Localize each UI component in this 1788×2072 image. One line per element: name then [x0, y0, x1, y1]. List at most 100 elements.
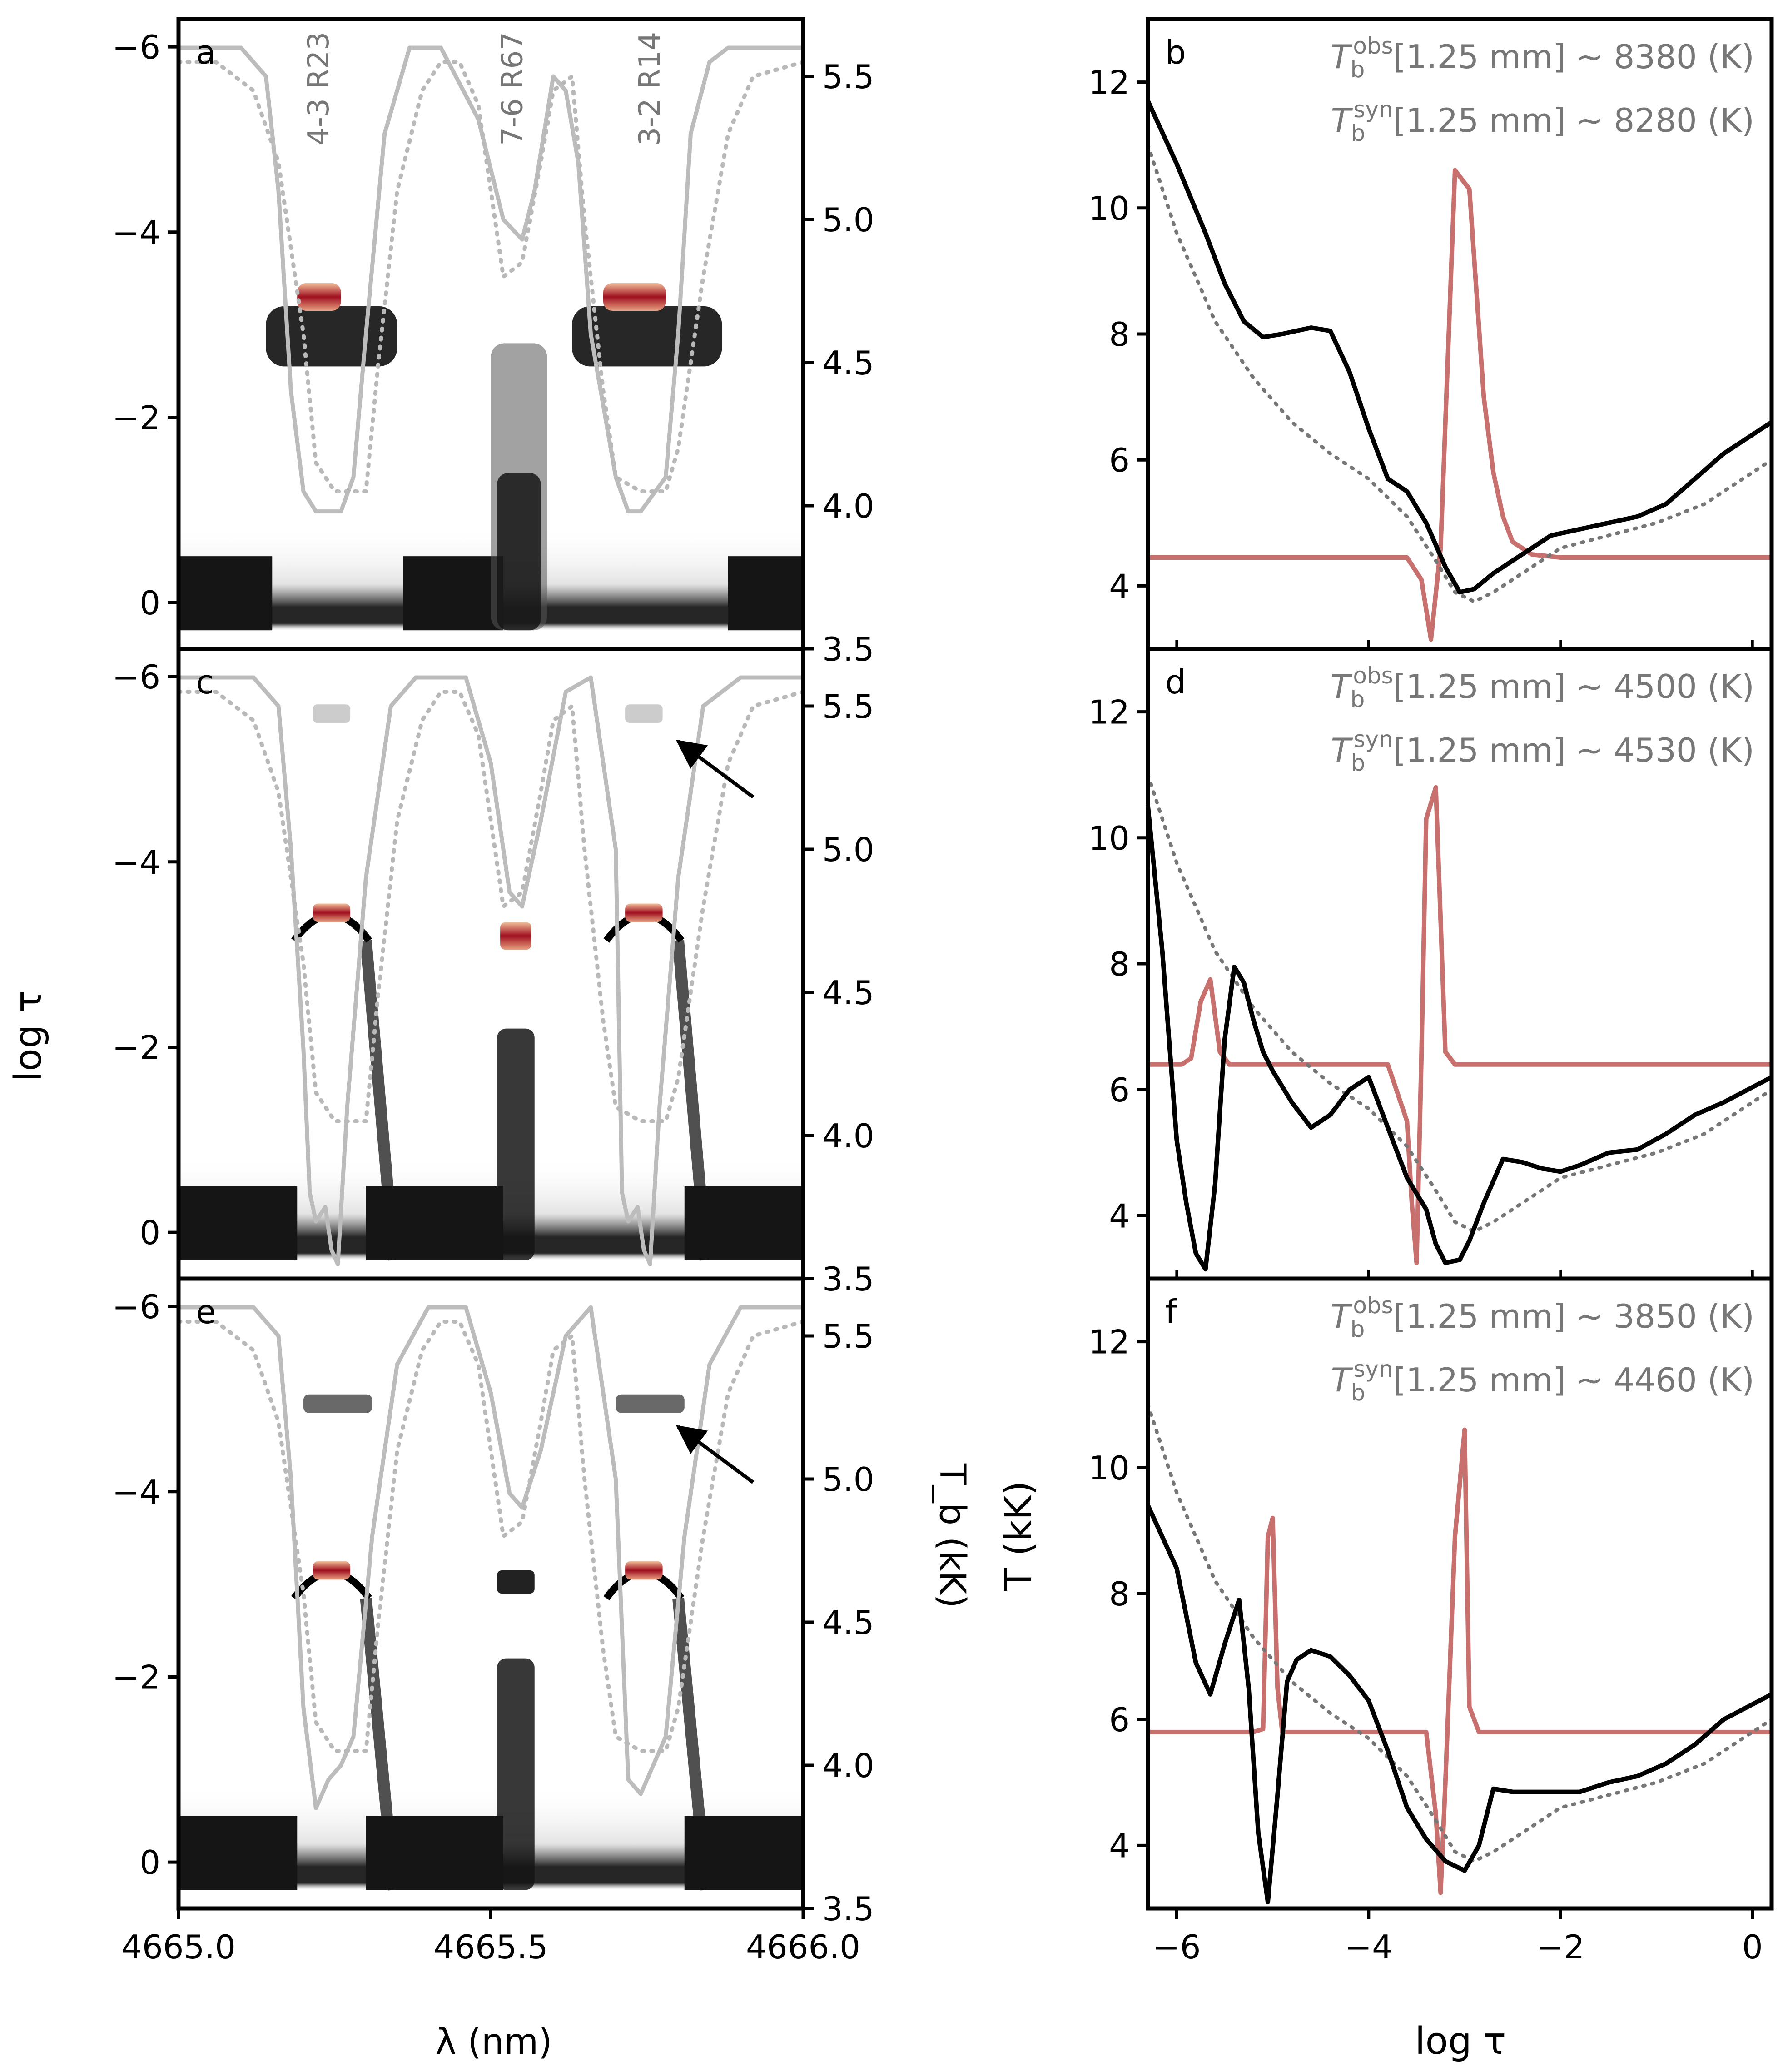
xtick-label: 4665.0	[121, 1928, 236, 1966]
heatmap-core-dark	[497, 1658, 535, 1890]
left-ytick-label: −6	[112, 1288, 160, 1326]
synthetic-spectrum	[179, 675, 803, 1266]
heatmap-core-upper-dark	[497, 1570, 535, 1594]
heatmap-red-spot-0	[313, 1561, 351, 1580]
heatmap-dark-block-0	[179, 1186, 298, 1260]
panel-letter: b	[1165, 33, 1186, 71]
right-ytick-label: 5.0	[822, 831, 874, 869]
ytick-label: 4	[1109, 1827, 1130, 1865]
left-ytick-label: −4	[112, 1473, 160, 1511]
temperature-line	[1146, 806, 1773, 1272]
reference-atmosphere-line	[1146, 143, 1773, 603]
heatmap-upper-dark-1	[616, 1394, 685, 1413]
annotation-arrow	[675, 1425, 755, 1484]
heatmap-red-spot-1	[625, 1561, 663, 1580]
heatmap-dark-block-2	[728, 556, 803, 631]
panel-letter: f	[1165, 1293, 1177, 1331]
heatmap-core-red-spot	[500, 922, 531, 950]
left-ytick-label: −4	[112, 843, 160, 882]
xtick-label: −2	[1536, 1928, 1584, 1966]
panel-letter: d	[1165, 663, 1186, 701]
right-ylabel: T (kK)	[997, 1481, 1040, 1591]
panel-e: e 0 −2 −4 −6 3.5 4.0 4.5 5.0 5.5 4665.0 4665.5 4666.…	[112, 1276, 874, 1966]
ytick-label: 10	[1088, 189, 1130, 228]
ytick-label: 10	[1088, 1449, 1130, 1487]
left-xlabel: λ (nm)	[435, 2022, 552, 2062]
xtick-label: −6	[1152, 1928, 1201, 1966]
reference-atmosphere-line	[1146, 773, 1773, 1234]
line-label-0: 4-3 R23	[302, 32, 336, 146]
left-ytick-label: −2	[112, 398, 160, 437]
annotation-f-1: Tbsyn[1.25 mm] ~ 4460 (K)	[1331, 1356, 1754, 1406]
heatmap-dark-block-0	[179, 1816, 298, 1890]
heatmap-red-spot-1	[625, 903, 663, 922]
left-column: 4-3 R23 7-6 R67 3-2 R14 a 0 −2 −4 −6 3.5 4.0 4.5 5.…	[112, 17, 874, 1966]
line-label-2: 3-2 R14	[633, 32, 667, 146]
heatmap-core-dark	[497, 473, 541, 631]
panel-c: c 0 −2 −4 −6 3.5 4.0 4.5 5.0 5.5	[112, 647, 874, 1298]
heatmap-dark-ridge-1	[572, 306, 722, 367]
reference-atmosphere-line	[1146, 1403, 1773, 1863]
left-ytick-label: 0	[139, 1843, 160, 1882]
heatmap-diagonal-0	[360, 1597, 400, 1891]
annotation-d-1: Tbsyn[1.25 mm] ~ 4530 (K)	[1331, 726, 1754, 776]
heatmap-diagonal-1	[672, 940, 712, 1261]
left-ytick-label: 0	[139, 584, 160, 622]
right-ytick-label: 4.5	[822, 344, 874, 382]
right-ytick-label: 5.5	[822, 1317, 874, 1355]
ytick-label: 12	[1088, 693, 1130, 732]
annotation-arrow	[675, 740, 755, 799]
ytick-label: 6	[1109, 441, 1130, 479]
panel-d: d Tbobs[1.25 mm] ~ 4500 (K) Tbsyn[1.25 mm]…	[1088, 647, 1774, 1281]
line-label-1: 7-6 R67	[496, 32, 529, 146]
left-ytick-label: 0	[139, 1214, 160, 1252]
right-ytick-label: 3.5	[822, 1260, 874, 1298]
right-column: b Tbobs[1.25 mm] ~ 8380 (K) Tbsyn[1.25 mm]…	[1088, 17, 1774, 1966]
panel-letter: a	[196, 33, 216, 71]
heatmap-dark-block-0	[179, 556, 273, 631]
synthetic-spectrum	[179, 45, 803, 514]
heatmap-upper-spot-0	[313, 704, 351, 723]
panel-letter: c	[196, 663, 214, 701]
right-xlabel: log τ	[1415, 2020, 1506, 2063]
annotation-f-0: Tbobs[1.25 mm] ~ 3850 (K)	[1331, 1292, 1754, 1342]
right-ytick-label: 4.0	[822, 1747, 874, 1785]
right-ytick-label: 4.0	[822, 487, 874, 525]
ytick-label: 4	[1109, 1197, 1130, 1235]
panel-b: b Tbobs[1.25 mm] ~ 8380 (K) Tbsyn[1.25 mm]…	[1088, 17, 1774, 651]
right-ytick-label: 3.5	[822, 1890, 874, 1928]
observed-spectrum	[176, 1320, 805, 1753]
right-ytick-label: 4.5	[822, 974, 874, 1012]
heatmap-red-blob-0	[297, 283, 341, 311]
left-ytick-label: −4	[112, 214, 160, 252]
observed-spectrum	[176, 60, 805, 493]
ytick-label: 10	[1088, 819, 1130, 857]
annotation-d-0: Tbobs[1.25 mm] ~ 4500 (K)	[1331, 662, 1754, 712]
ytick-label: 12	[1088, 1323, 1130, 1361]
panel-letter: e	[196, 1293, 216, 1331]
ytick-label: 6	[1109, 1071, 1130, 1109]
heatmap-diagonal-1	[672, 1597, 712, 1891]
left-ytick-label: −2	[112, 1658, 160, 1696]
right-ytick-label: 5.0	[822, 201, 874, 239]
ytick-label: 8	[1109, 315, 1130, 354]
right-ytick-label: 5.0	[822, 1460, 874, 1499]
xtick-label: 0	[1742, 1928, 1763, 1966]
annotation-b-1: Tbsyn[1.25 mm] ~ 8280 (K)	[1331, 96, 1754, 146]
right-ytick-label: 3.5	[822, 630, 874, 668]
left-ytick-label: −6	[112, 658, 160, 696]
left-ytick-label: −6	[112, 28, 160, 66]
heatmap-upper-dark-0	[303, 1394, 372, 1413]
right-ytick-label: 5.5	[822, 687, 874, 726]
right-ytick-label: 5.5	[822, 58, 874, 96]
observed-spectrum	[176, 690, 805, 1123]
contribution-line	[1148, 168, 1772, 642]
heatmap-core-dark	[497, 1028, 535, 1260]
heatmap-dark-block-1	[403, 556, 503, 631]
ytick-label: 4	[1109, 567, 1130, 605]
contribution-line	[1148, 1427, 1772, 1895]
ytick-label: 12	[1088, 64, 1130, 102]
right-ytick-label: 4.5	[822, 1604, 874, 1642]
ytick-label: 8	[1109, 945, 1130, 983]
